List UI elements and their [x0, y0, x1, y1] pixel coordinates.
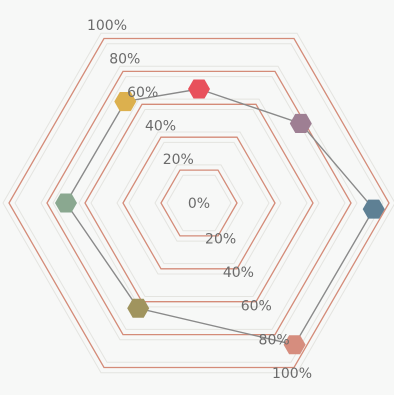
- grid-ring-60: [84, 103, 314, 303]
- data-point-4: [127, 298, 150, 318]
- tick-label-left-100: 100%: [87, 18, 127, 34]
- grid-ring-faint: [40, 65, 358, 341]
- series-outline: [65, 88, 375, 346]
- tick-label-left-60: 60%: [127, 85, 158, 101]
- tick-label-left-0: 0%: [188, 196, 210, 212]
- grid-ring-faint: [154, 164, 244, 242]
- tick-label-right-40: 40%: [223, 265, 254, 281]
- grid-ring-faint: [2, 32, 394, 374]
- data-point-6: [114, 92, 137, 112]
- tick-label-right-60: 60%: [241, 299, 272, 315]
- data-point-3: [283, 335, 306, 355]
- data-point-5: [55, 193, 77, 213]
- data-point-1: [289, 113, 312, 133]
- radar-series: [55, 79, 385, 355]
- grid-ring-faint: [166, 174, 232, 232]
- grid-ring-faint: [116, 131, 282, 275]
- tick-label-right-100: 100%: [272, 366, 312, 382]
- grid-ring-80: [46, 70, 352, 336]
- grid-ring-20: [160, 169, 238, 237]
- data-point-2: [362, 199, 385, 219]
- tick-label-left-40: 40%: [145, 119, 176, 135]
- radar-tick-labels: 0% 20% 40% 60% 80% 100% 20% 40% 60% 80% 100%: [87, 18, 312, 382]
- grid-ring-faint: [90, 109, 308, 297]
- radar-grid: [2, 32, 394, 374]
- tick-label-right-20: 20%: [205, 232, 236, 248]
- tick-label-left-20: 20%: [163, 152, 194, 168]
- data-point-0: [188, 79, 210, 99]
- grid-ring-40: [122, 136, 276, 270]
- grid-ring-faint: [52, 76, 346, 330]
- grid-ring-faint: [128, 141, 270, 265]
- tick-label-right-80: 80%: [259, 332, 290, 348]
- tick-label-left-80: 80%: [109, 52, 140, 68]
- grid-ring-faint: [14, 43, 384, 363]
- grid-ring-100: [8, 37, 390, 369]
- grid-ring-faint: [78, 98, 320, 308]
